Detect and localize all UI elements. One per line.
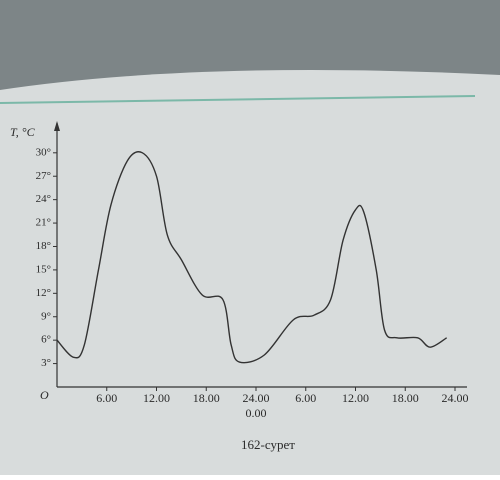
x-tick-label: 18.00 (193, 391, 220, 405)
x-tick-label: 12.00 (342, 391, 369, 405)
x-tick-label: 12.00 (143, 391, 170, 405)
y-tick-label: 12° (36, 287, 51, 299)
x-tick-label: 24.00 (442, 391, 469, 405)
y-arrow (54, 121, 60, 131)
x-tick-label: 6.00 (295, 391, 316, 405)
paper (0, 70, 500, 475)
y-tick-label: 21° (36, 217, 51, 229)
y-tick-label: 27° (36, 170, 51, 182)
caption: 162-сурет (241, 437, 295, 452)
y-tick-label: 18° (36, 240, 51, 252)
y-tick-label: 9° (41, 310, 51, 322)
x-tick-label: 6.00 (96, 391, 117, 405)
page-rule (0, 95, 476, 104)
x-tick-label: 18.00 (392, 391, 419, 405)
x-tick-label: 24.00 (243, 391, 270, 405)
y-tick-label: 24° (36, 193, 51, 205)
origin-label: O (40, 388, 49, 402)
y-axis-label: T, °C (10, 125, 36, 139)
y-tick-label: 30° (36, 146, 51, 158)
temperature-line (56, 151, 448, 364)
y-tick-label: 6° (41, 334, 51, 346)
y-tick-label: 15° (36, 263, 51, 275)
x-tick-sublabel: 0.00 (246, 406, 267, 420)
y-tick-label: 3° (41, 357, 51, 369)
